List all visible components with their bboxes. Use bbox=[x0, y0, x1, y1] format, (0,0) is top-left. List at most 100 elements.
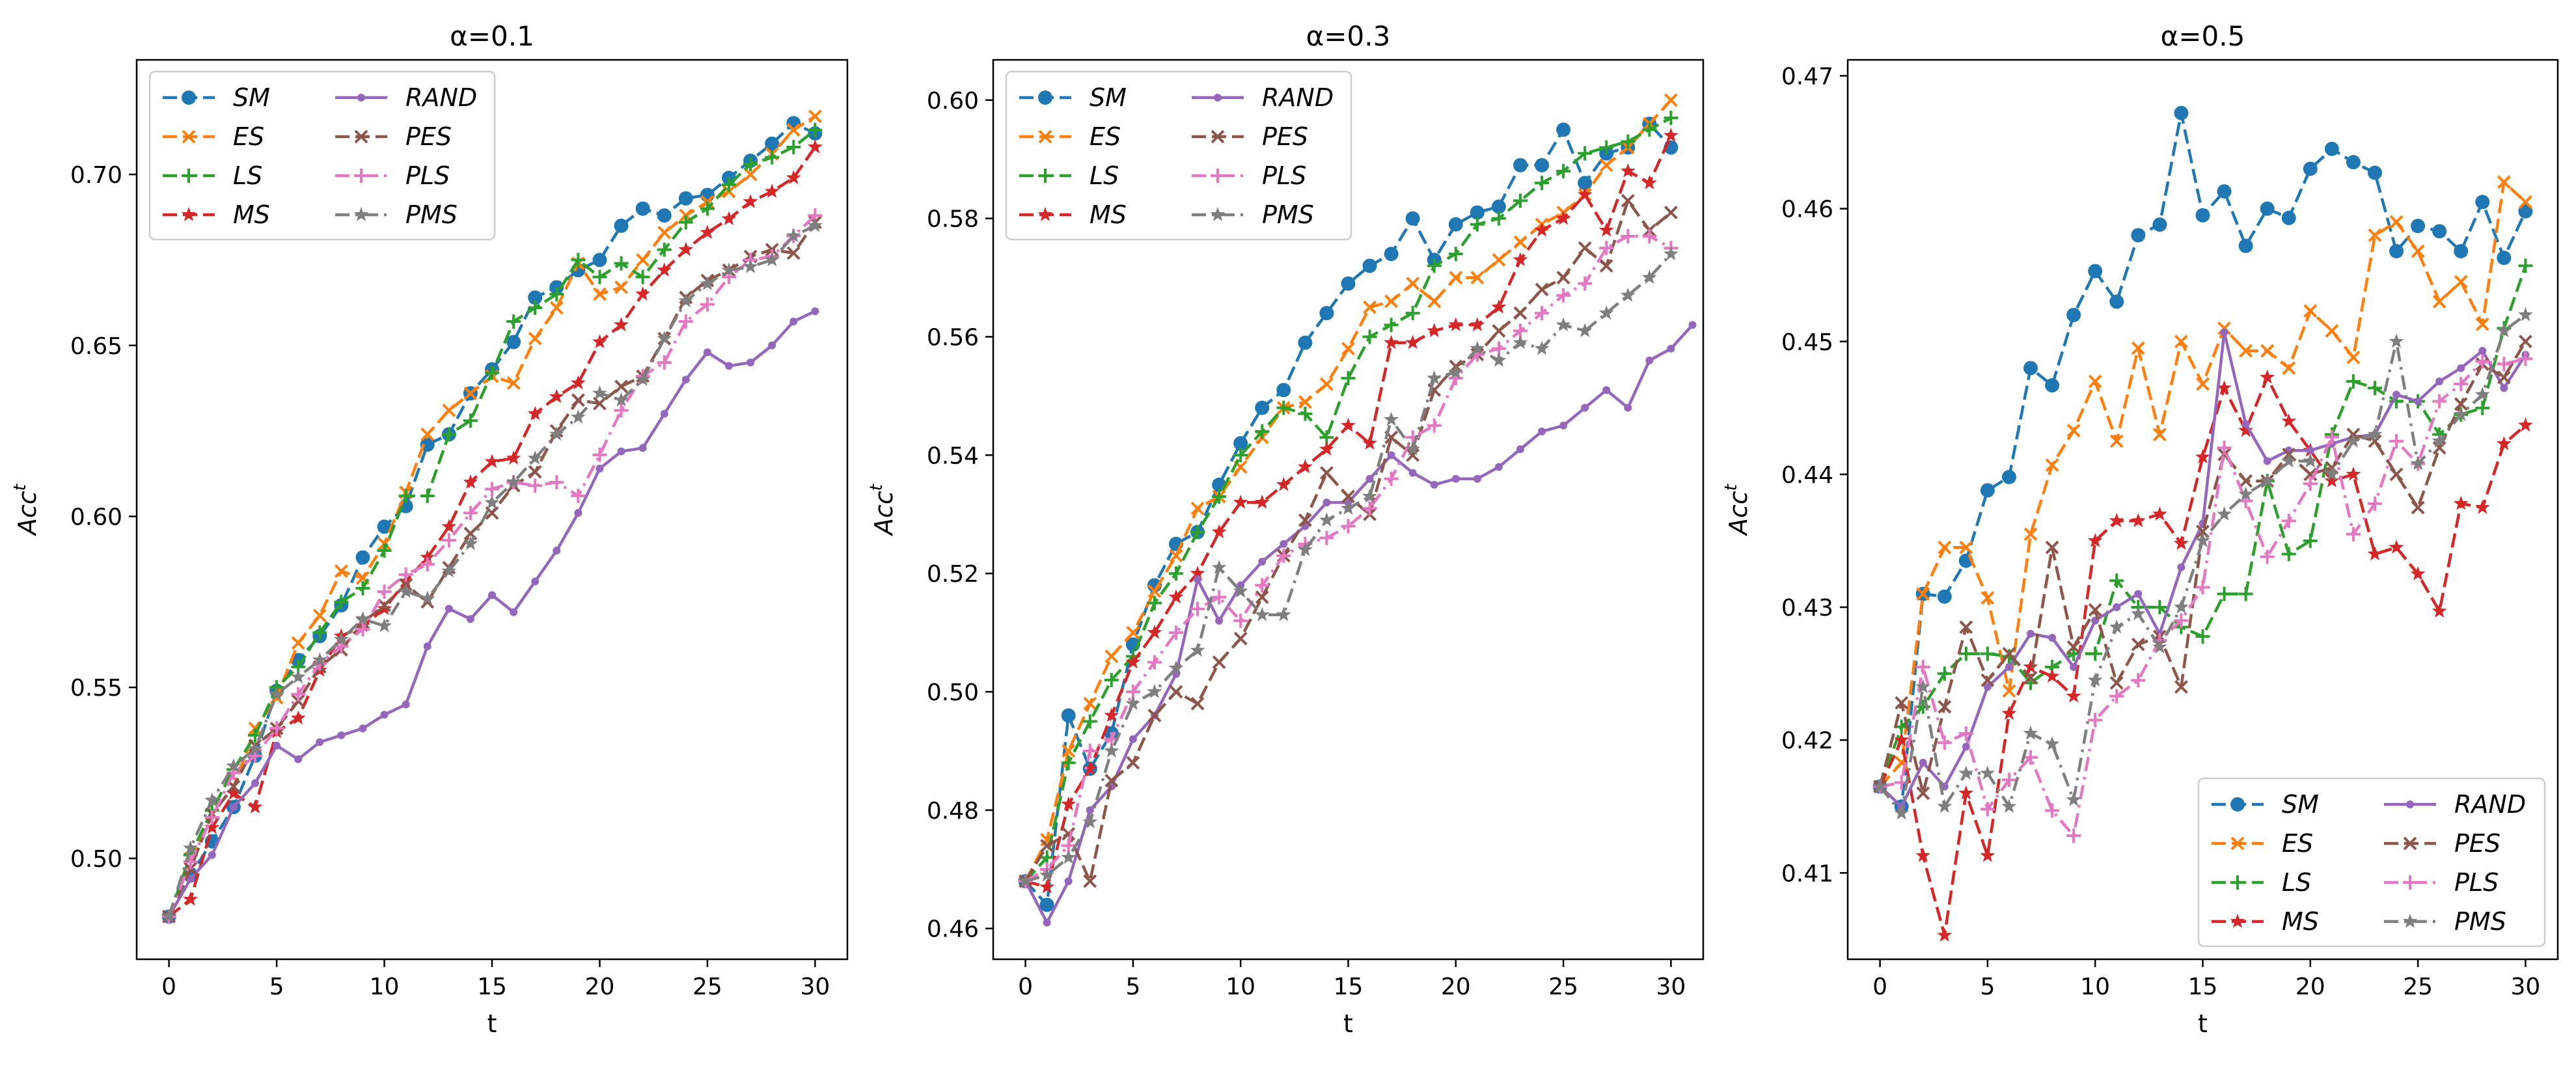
data-point-ms bbox=[786, 170, 801, 184]
data-point-ms bbox=[2087, 533, 2103, 547]
data-point-rand bbox=[1064, 877, 1073, 885]
data-point-pes bbox=[1062, 827, 1076, 841]
data-point-sm bbox=[2152, 217, 2167, 232]
data-point-rand bbox=[2134, 590, 2143, 598]
x-tick-label: 15 bbox=[2188, 974, 2218, 1000]
data-point-ms bbox=[1470, 317, 1485, 331]
data-point-pms bbox=[1233, 583, 1248, 598]
data-point-ls bbox=[1958, 646, 1973, 661]
data-point-ms bbox=[2152, 506, 2167, 521]
data-point-pls bbox=[2475, 354, 2490, 369]
data-point-pms bbox=[721, 262, 737, 277]
legend-marker-pes bbox=[354, 130, 368, 144]
data-point-rand bbox=[294, 755, 303, 763]
data-point-pms bbox=[1018, 873, 1033, 888]
data-point-ls bbox=[2475, 400, 2490, 415]
x-tick-label: 30 bbox=[800, 974, 830, 1000]
data-point-ms bbox=[2130, 513, 2146, 528]
data-point-pms bbox=[226, 758, 241, 772]
data-point-pes bbox=[1664, 206, 1678, 219]
data-point-rand bbox=[2070, 663, 2078, 671]
data-point-ms bbox=[549, 389, 564, 403]
data-point-ls bbox=[1664, 111, 1679, 126]
y-axis-label-sup: t bbox=[867, 484, 886, 491]
data-point-ms bbox=[1894, 732, 1910, 746]
data-point-ms bbox=[2389, 540, 2404, 554]
data-point-ms bbox=[1362, 435, 1377, 450]
x-tick-label: 10 bbox=[2080, 974, 2110, 1000]
data-point-ms bbox=[1958, 785, 1974, 800]
data-point-rand bbox=[2048, 633, 2057, 642]
data-point-es bbox=[1062, 744, 1076, 758]
data-point-pms bbox=[1664, 246, 1679, 260]
data-point-pes bbox=[1190, 696, 1205, 711]
series-line-ls bbox=[167, 128, 816, 918]
data-point-pes bbox=[1599, 258, 1613, 273]
data-point-pls bbox=[2260, 549, 2275, 564]
y-axis-label-sup: t bbox=[10, 484, 30, 491]
data-point-pes bbox=[1169, 685, 1183, 699]
data-point-pls bbox=[1621, 228, 1636, 243]
legend-marker-rand bbox=[1214, 94, 1222, 102]
data-point-ls bbox=[1169, 566, 1184, 581]
legend-marker-sm bbox=[2230, 797, 2245, 812]
data-point-ms bbox=[571, 375, 586, 390]
data-point-sm bbox=[2346, 155, 2361, 170]
legend-label-rand: RAND bbox=[405, 83, 477, 112]
data-point-pms bbox=[2496, 323, 2512, 338]
data-point-pms bbox=[700, 276, 715, 290]
data-point-pes bbox=[1104, 774, 1119, 787]
data-point-ms bbox=[2109, 513, 2124, 528]
data-point-pms bbox=[398, 584, 413, 598]
data-point-es bbox=[657, 225, 672, 239]
data-point-es bbox=[2432, 295, 2446, 308]
data-point-es bbox=[2303, 304, 2318, 318]
data-point-ms bbox=[1147, 625, 1162, 639]
data-point-pls bbox=[204, 810, 219, 825]
data-point-sm bbox=[592, 253, 607, 267]
data-point-rand bbox=[2005, 663, 2013, 671]
data-point-pms bbox=[1405, 441, 1421, 456]
x-axis-label: t bbox=[1343, 1009, 1353, 1038]
legend-label-ls: LS bbox=[233, 161, 262, 190]
series-line-pes bbox=[1024, 199, 1672, 883]
data-point-es bbox=[2389, 215, 2404, 229]
data-point-ls bbox=[571, 253, 586, 267]
data-point-rand bbox=[1043, 918, 1051, 927]
data-point-ms bbox=[764, 184, 780, 198]
data-point-pms bbox=[549, 426, 564, 441]
data-point-pes bbox=[1895, 696, 1909, 710]
data-point-rand bbox=[359, 724, 367, 733]
data-point-es bbox=[2239, 344, 2253, 358]
data-point-sm bbox=[1341, 276, 1356, 291]
data-point-ls bbox=[1190, 525, 1205, 540]
data-point-ms bbox=[527, 405, 543, 420]
plot-frame bbox=[135, 59, 849, 961]
data-point-ls bbox=[2109, 573, 2124, 588]
plot-frame bbox=[1846, 59, 2559, 961]
data-point-rand bbox=[1280, 540, 1288, 548]
panel-title: α=0.5 bbox=[2161, 20, 2245, 52]
data-point-pms bbox=[290, 669, 306, 684]
data-point-pls bbox=[420, 557, 435, 572]
data-point-es bbox=[1147, 584, 1162, 598]
data-point-pms bbox=[2389, 333, 2404, 348]
data-point-pms bbox=[2066, 792, 2081, 806]
data-point-pes bbox=[2109, 676, 2124, 690]
data-point-pls bbox=[2066, 828, 2081, 843]
data-point-ls bbox=[1298, 406, 1313, 421]
legend-marker-sm bbox=[182, 90, 196, 105]
y-tick-label: 0.58 bbox=[927, 206, 979, 233]
data-point-pms bbox=[1276, 607, 1291, 622]
y-tick-label: 0.52 bbox=[927, 561, 979, 588]
data-point-pms bbox=[614, 392, 629, 407]
legend-label-pls: PLS bbox=[1262, 161, 1306, 190]
data-point-sm bbox=[614, 218, 629, 233]
data-point-ms bbox=[1319, 441, 1334, 456]
data-point-ms bbox=[2453, 495, 2469, 510]
x-tick-label: 25 bbox=[2403, 974, 2433, 1000]
data-point-rand bbox=[1983, 683, 1992, 691]
data-point-pms bbox=[1470, 340, 1485, 355]
data-point-es bbox=[1980, 591, 1995, 605]
x-tick-label: 20 bbox=[2295, 974, 2325, 1000]
